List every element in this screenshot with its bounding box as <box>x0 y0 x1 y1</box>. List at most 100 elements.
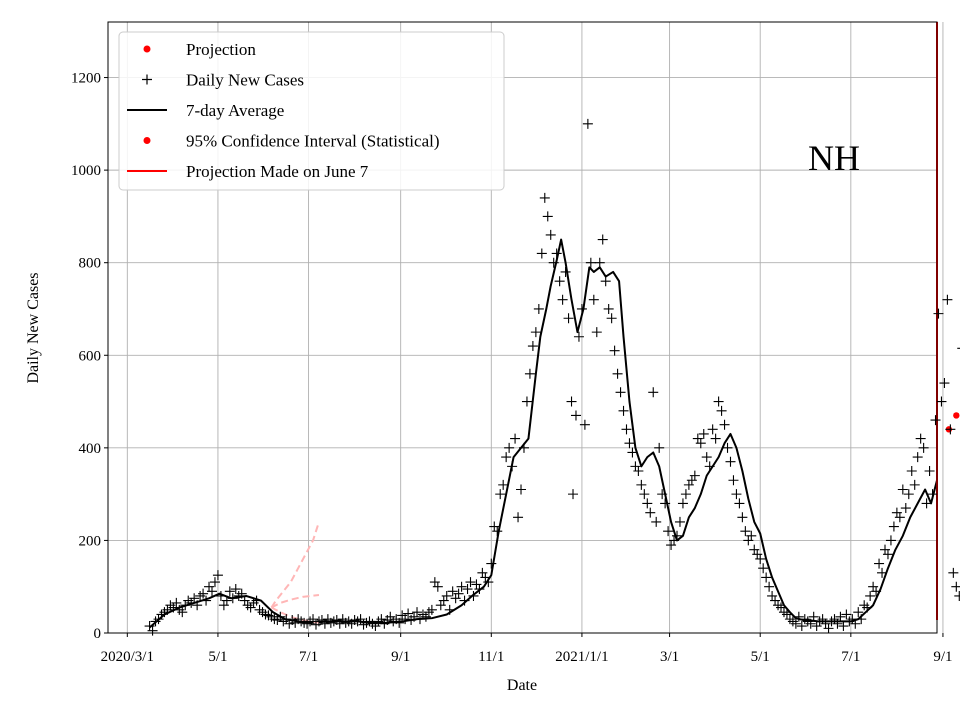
daily-case-point <box>746 530 757 541</box>
daily-case-point <box>230 584 241 595</box>
daily-case-point <box>731 489 742 500</box>
daily-case-point <box>221 595 232 606</box>
daily-case-point <box>576 303 587 314</box>
daily-case-point <box>710 433 721 444</box>
daily-case-point <box>841 609 852 620</box>
daily-case-point <box>695 438 706 449</box>
daily-case-point <box>823 623 834 634</box>
daily-case-point <box>554 276 565 287</box>
daily-case-point <box>545 229 556 240</box>
daily-case-point <box>627 447 638 458</box>
daily-case-point <box>198 588 209 599</box>
daily-case-point <box>927 489 938 500</box>
daily-case-point <box>542 211 553 222</box>
plot-frame <box>107 21 938 634</box>
daily-case-point <box>624 438 635 449</box>
daily-case-point <box>796 621 807 632</box>
daily-case-point <box>308 614 319 625</box>
axis-ticks: 2020/3/1 5/1 7/1 9/1 11/1 2021/1/1 3/1 5/1 7/1 9/… <box>71 71 953 665</box>
daily-case-point <box>942 294 953 305</box>
daily-case-point <box>853 607 864 618</box>
daily-case-point <box>426 604 437 615</box>
daily-case-point <box>527 341 538 352</box>
daily-case-point <box>654 442 665 453</box>
daily-case-point <box>447 586 458 597</box>
daily-case-point <box>689 470 700 481</box>
daily-case-point <box>521 396 532 407</box>
daily-case-point <box>764 581 775 592</box>
daily-case-point <box>838 621 849 632</box>
y-tick-label: 1200 <box>71 71 101 87</box>
daily-case-point <box>224 586 235 597</box>
daily-case-point <box>192 600 203 611</box>
daily-case-point <box>603 303 614 314</box>
legend-label: Projection Made on June 7 <box>186 162 369 181</box>
daily-case-point <box>835 611 846 622</box>
daily-case-point <box>513 512 524 523</box>
daily-case-point <box>894 512 905 523</box>
daily-case-point <box>606 313 617 324</box>
daily-case-point <box>612 368 623 379</box>
daily-case-point <box>432 581 443 592</box>
daily-case-point <box>236 588 247 599</box>
daily-case-point <box>588 294 599 305</box>
daily-case-point <box>912 452 923 463</box>
daily-case-point <box>707 424 718 435</box>
daily-case-point <box>856 614 867 625</box>
daily-case-point <box>465 577 476 588</box>
daily-case-point <box>621 424 632 435</box>
daily-case-point <box>790 618 801 629</box>
x-tick-label: 2020/3/1 <box>101 649 154 665</box>
daily-case-point <box>761 572 772 583</box>
daily-case-point <box>548 257 559 268</box>
daily-case-point <box>882 549 893 560</box>
daily-case-point <box>618 405 629 416</box>
daily-case-point <box>874 558 885 569</box>
scatter-points <box>144 118 960 636</box>
daily-case-point <box>808 611 819 622</box>
daily-case-point <box>924 465 935 476</box>
daily-case-point <box>492 526 503 537</box>
daily-case-point <box>171 597 182 608</box>
daily-case-point <box>227 593 238 604</box>
daily-case-point <box>518 442 529 453</box>
daily-case-point <box>189 593 200 604</box>
daily-case-point <box>609 345 620 356</box>
daily-case-point <box>585 257 596 268</box>
daily-case-point <box>462 584 473 595</box>
daily-case-point <box>645 507 656 518</box>
x-tick-label: 3/1 <box>660 649 679 665</box>
legend-marker-dot <box>143 45 151 53</box>
daily-case-point <box>636 479 647 490</box>
daily-case-point <box>147 625 158 636</box>
legend-label: 95% Confidence Interval (Statistical) <box>186 132 440 151</box>
x-axis-label: Date <box>507 677 537 694</box>
series-prior-projection-middle <box>270 594 320 609</box>
daily-case-point <box>570 410 581 421</box>
daily-case-point <box>560 266 571 277</box>
legend-box <box>118 31 505 191</box>
daily-case-point <box>755 553 766 564</box>
daily-case-point <box>915 433 926 444</box>
daily-case-point <box>633 465 644 476</box>
daily-case-point <box>657 489 668 500</box>
y-tick-label: 800 <box>79 256 102 272</box>
daily-case-point <box>948 567 959 578</box>
daily-case-point <box>651 516 662 527</box>
daily-case-point <box>698 428 709 439</box>
daily-case-point <box>954 590 960 601</box>
daily-case-point <box>209 577 220 588</box>
daily-case-point <box>459 595 470 606</box>
legend-marker-dot <box>143 137 151 144</box>
daily-case-point <box>582 118 593 129</box>
daily-case-point <box>516 484 527 495</box>
y-axis-label: Daily New Cases <box>25 272 42 383</box>
daily-case-point <box>355 614 366 625</box>
daily-case-point <box>832 618 843 629</box>
legend: Projection Daily New Cases 7-day Average 95… <box>118 31 505 191</box>
daily-case-point <box>885 535 896 546</box>
y-tick-label: 200 <box>79 533 102 549</box>
x-tick-label: 2021/1/1 <box>555 649 608 665</box>
daily-case-point <box>660 498 671 509</box>
